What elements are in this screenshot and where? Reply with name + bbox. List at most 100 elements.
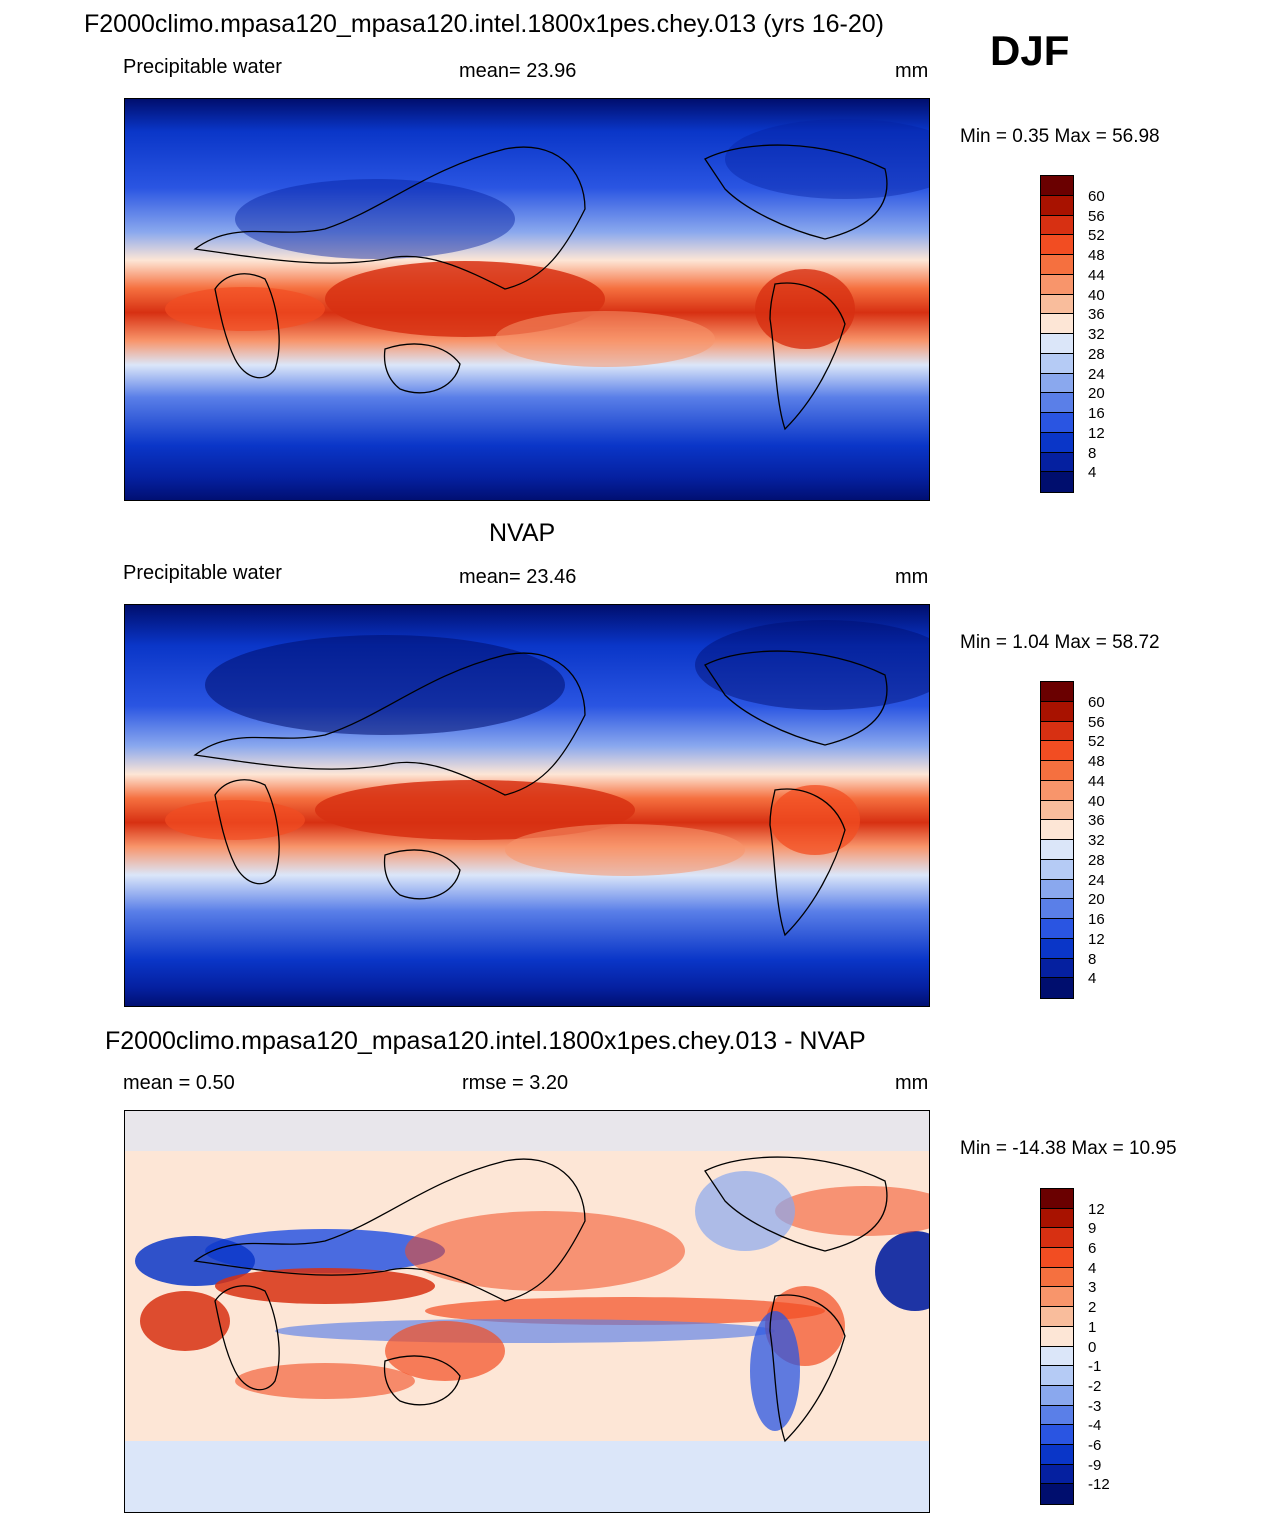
panel3-colorbar [1040,1188,1074,1505]
panel1-colorbar [1040,175,1074,493]
colorbar-box [1041,800,1073,821]
panel2-left-label: Precipitable water [123,562,282,584]
panel2-mean: mean= 23.46 [459,566,577,588]
colorbar-box [1041,1307,1073,1327]
panel2-map [124,604,930,1007]
colorbar-box [1041,1484,1073,1504]
colorbar-box [1041,393,1073,413]
colorbar-box [1041,1267,1073,1288]
panel2-minmax: Min = 1.04 Max = 58.72 [960,632,1160,653]
colorbar-tick-label: 12 [1088,930,1105,948]
colorbar-tick-label: 8 [1088,950,1097,968]
colorbar-tick-label: 24 [1088,871,1105,889]
colorbar-box [1041,472,1073,492]
colorbar-tick-label: 20 [1088,385,1105,403]
panel1-map [124,98,930,501]
colorbar-box [1041,1228,1073,1249]
colorbar-box [1041,353,1073,374]
panel2-title: NVAP [489,519,556,547]
colorbar-tick-label: 32 [1088,832,1105,849]
panel3-units: mm [895,1072,929,1094]
colorbar-tick-label: 52 [1088,733,1105,751]
colorbar-tick-label: 56 [1088,207,1105,225]
colorbar-box [1041,701,1073,722]
panel1-left-label: Precipitable water [123,56,282,78]
colorbar-tick-label: 40 [1088,286,1105,304]
colorbar-box [1041,958,1073,979]
colorbar-box [1041,176,1073,196]
colorbar-tick-label: 12 [1088,1200,1105,1218]
colorbar-box [1041,899,1073,919]
colorbar-box [1041,373,1073,394]
colorbar-box [1041,1444,1073,1465]
colorbar-tick-label: 48 [1088,247,1105,264]
colorbar-box [1041,195,1073,216]
colorbar-tick-label: 44 [1088,772,1105,790]
panel3-minmax: Min = -14.38 Max = 10.95 [960,1138,1177,1159]
colorbar-tick-label: 36 [1088,306,1105,324]
panel3-map [124,1110,930,1513]
colorbar-box [1041,294,1073,315]
colorbar-tick-label: 16 [1088,405,1105,422]
colorbar-box [1041,413,1073,433]
colorbar-box [1041,682,1073,702]
colorbar-tick-label: 1 [1088,1318,1097,1336]
colorbar-tick-label: 48 [1088,753,1105,770]
colorbar-tick-label: -12 [1088,1476,1110,1494]
colorbar-box [1041,1405,1073,1426]
panel3-mean: mean = 0.50 [123,1072,235,1094]
panel2-colorbar [1040,681,1074,999]
colorbar-box [1041,859,1073,880]
colorbar-tick-label: 6 [1088,1240,1097,1258]
colorbar-box [1041,780,1073,801]
colorbar-box [1041,452,1073,473]
panel2-units: mm [895,566,929,588]
colorbar-tick-label: 16 [1088,911,1105,928]
colorbar-box [1041,334,1073,354]
colorbar-box [1041,741,1073,761]
colorbar-box [1041,215,1073,236]
colorbar-tick-label: 56 [1088,713,1105,731]
colorbar-box [1041,1464,1073,1485]
colorbar-box [1041,1248,1073,1268]
colorbar-box [1041,879,1073,900]
colorbar-box [1041,1425,1073,1445]
colorbar-tick-label: 2 [1088,1299,1097,1317]
colorbar-box [1041,255,1073,275]
colorbar-box [1041,978,1073,998]
colorbar-box [1041,274,1073,295]
colorbar-tick-label: -3 [1088,1397,1102,1415]
colorbar-tick-label: 60 [1088,187,1105,205]
colorbar-tick-label: 36 [1088,812,1105,830]
colorbar-box [1041,235,1073,255]
colorbar-box [1041,721,1073,742]
colorbar-box [1041,1189,1073,1209]
colorbar-box [1041,761,1073,781]
figure-title: F2000climo.mpasa120_mpasa120.intel.1800x… [84,10,885,38]
colorbar-tick-label: 4 [1088,1259,1097,1277]
colorbar-tick-label: 0 [1088,1338,1097,1356]
colorbar-box [1041,1326,1073,1347]
panel1-mean: mean= 23.96 [459,60,577,82]
panel3-title: F2000climo.mpasa120_mpasa120.intel.1800x… [105,1027,866,1055]
colorbar-tick-label: 60 [1088,693,1105,711]
colorbar-tick-label: 32 [1088,326,1105,343]
panel1-units: mm [895,60,929,82]
colorbar-box [1041,840,1073,860]
colorbar-tick-label: 9 [1088,1220,1097,1238]
colorbar-box [1041,314,1073,334]
colorbar-box [1041,938,1073,959]
colorbar-box [1041,1287,1073,1308]
colorbar-box [1041,1346,1073,1367]
colorbar-tick-label: 4 [1088,970,1097,988]
colorbar-box [1041,919,1073,939]
colorbar-box [1041,1366,1073,1386]
colorbar-tick-label: -4 [1088,1417,1102,1435]
colorbar-tick-label: 3 [1088,1279,1097,1297]
colorbar-tick-label: 8 [1088,444,1097,462]
colorbar-box [1041,432,1073,453]
colorbar-tick-label: -2 [1088,1377,1102,1395]
colorbar-tick-label: 24 [1088,365,1105,383]
colorbar-tick-label: -6 [1088,1436,1102,1454]
colorbar-box [1041,1208,1073,1229]
